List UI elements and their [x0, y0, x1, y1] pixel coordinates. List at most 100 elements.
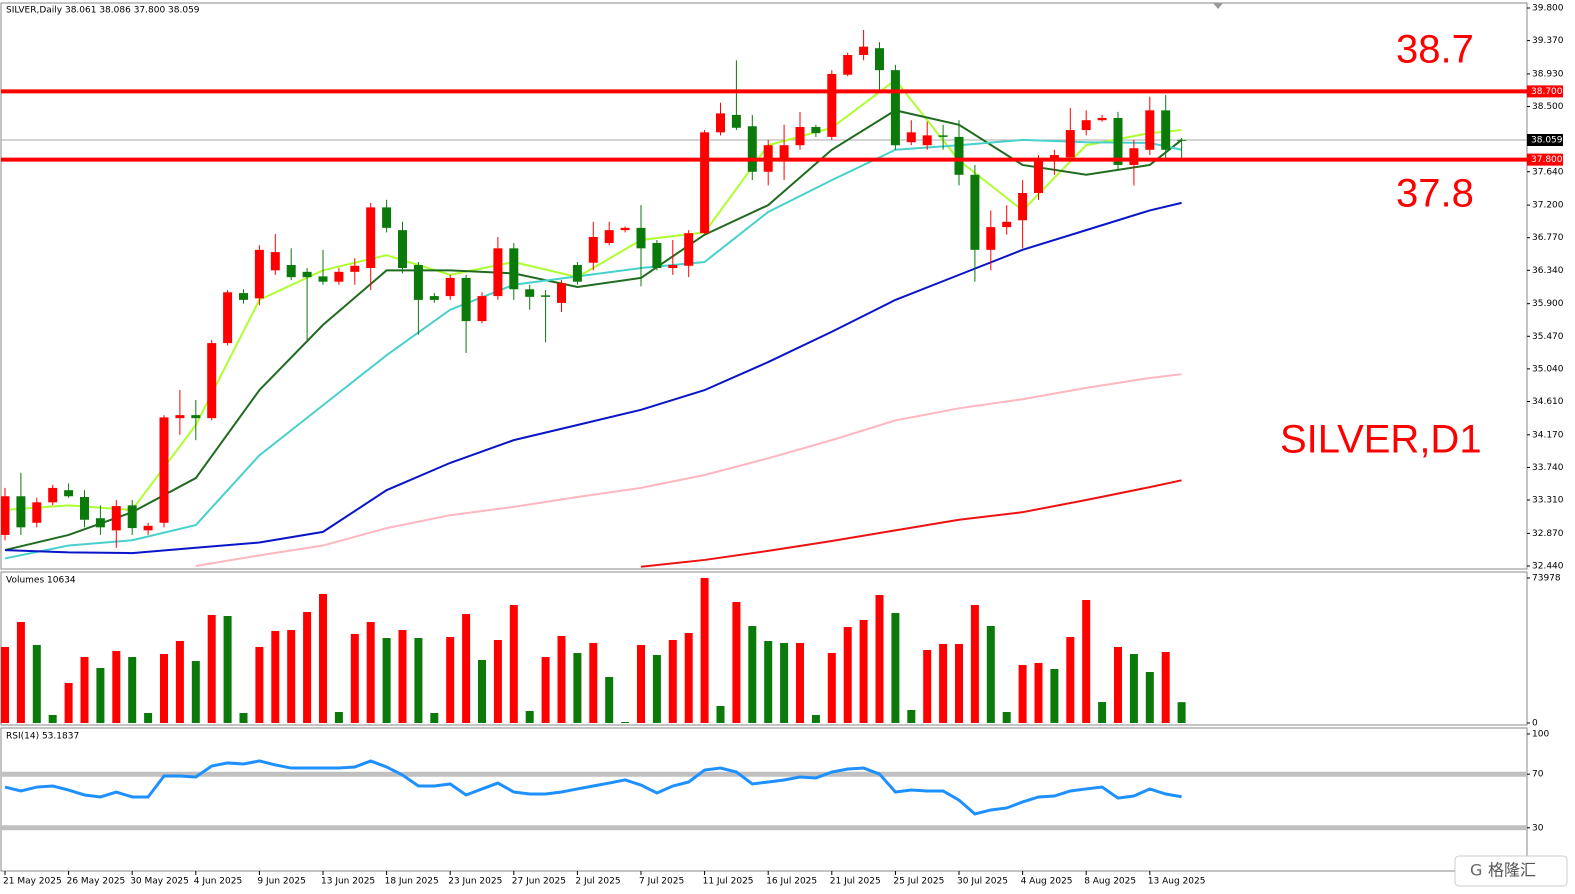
candle-body — [906, 132, 916, 143]
candle-body — [843, 55, 853, 75]
volume-bar — [700, 578, 709, 723]
volume-bar — [780, 642, 789, 723]
y-tick-label: 35.040 — [1532, 364, 1564, 374]
level-label-bg — [1527, 85, 1563, 98]
volume-bar — [891, 612, 900, 723]
volume-bar — [493, 639, 502, 723]
candle-body — [350, 265, 360, 272]
line — [640, 479, 1182, 568]
volume-bar — [287, 629, 296, 723]
volume-bar — [398, 629, 407, 723]
candle-body — [954, 136, 964, 175]
candle-body — [1145, 110, 1155, 150]
candle-body — [986, 227, 996, 250]
candle-body — [461, 277, 471, 322]
candle-body — [366, 207, 376, 269]
y-tick-label: 37.200 — [1532, 201, 1564, 211]
y-tick-label: 0 — [1532, 719, 1538, 729]
volume-bar — [1114, 646, 1122, 723]
candle-body — [509, 248, 519, 290]
volume-bar — [923, 649, 932, 723]
candle-body — [429, 296, 439, 300]
x-tick-label: 21 Jul 2025 — [830, 877, 881, 887]
x-tick-label: 18 Jun 2025 — [385, 877, 439, 887]
candle-body — [64, 490, 74, 497]
watermark-box — [1454, 855, 1568, 887]
candle-body — [827, 73, 837, 137]
volume-bar — [621, 722, 630, 723]
volume-bar — [541, 656, 550, 723]
candle-body — [652, 243, 662, 269]
x-tick-label: 7 Jul 2025 — [639, 877, 684, 887]
volume-bar — [350, 633, 359, 723]
candle-body — [223, 292, 233, 344]
candle-body — [1002, 221, 1012, 228]
candle-body — [270, 252, 280, 271]
volume-bar — [716, 706, 725, 723]
candle-body — [143, 525, 153, 531]
candle-body — [175, 415, 185, 419]
volume-bar — [334, 712, 343, 723]
candle-body — [398, 230, 407, 269]
x-tick-label: 27 Jun 2025 — [512, 877, 566, 887]
y-tick-label: 34.170 — [1532, 430, 1564, 440]
candle-body — [716, 113, 725, 133]
line — [195, 373, 1182, 567]
volume-bar — [207, 614, 216, 723]
volume-bar — [589, 642, 598, 723]
volume-bar — [652, 654, 661, 723]
watermark-icon: G — [1470, 861, 1482, 880]
candle-body — [318, 276, 328, 282]
volume-bar — [827, 652, 836, 723]
candle-body — [604, 230, 614, 244]
volume-bar — [732, 601, 741, 723]
x-tick-label: 21 May 2025 — [3, 877, 62, 887]
candle-body — [445, 277, 455, 297]
y-tick-label: 37.640 — [1532, 167, 1564, 177]
candle-body — [382, 207, 392, 228]
line — [4, 109, 1183, 552]
candle-body — [48, 487, 58, 503]
volume-bar — [223, 615, 232, 723]
candle-body — [16, 496, 26, 528]
volume-bar — [955, 643, 963, 723]
candle-body — [413, 265, 423, 300]
volume-bar — [414, 637, 423, 723]
candle-body — [668, 265, 678, 269]
volume-bar — [1129, 653, 1138, 723]
shift-marker — [1213, 3, 1223, 9]
volume-bar — [939, 643, 948, 723]
y-tick-label: 38.500 — [1532, 102, 1564, 112]
x-tick-label: 11 Jul 2025 — [703, 877, 754, 887]
volume-bar — [160, 653, 168, 723]
candle-body — [1113, 117, 1123, 165]
volume-bar — [239, 712, 248, 723]
volume-bar — [32, 644, 41, 723]
y-tick-label: 38.930 — [1532, 69, 1564, 79]
volume-bar — [319, 593, 327, 723]
candle-body — [970, 174, 980, 250]
candle-body — [731, 114, 741, 128]
watermark: 格隆汇 — [1488, 861, 1536, 880]
volume-bar — [48, 714, 57, 723]
volume-bar — [64, 682, 73, 723]
candle-body — [1, 496, 10, 535]
level-label: 37.800 — [1531, 155, 1563, 165]
volume-bar — [1161, 651, 1170, 723]
candle-body — [254, 249, 264, 299]
candle-body — [1161, 110, 1171, 150]
volume-bar — [573, 652, 582, 723]
volume-bar — [1145, 671, 1154, 723]
x-tick-label: 9 Jun 2025 — [257, 877, 305, 887]
volume-bar — [1, 646, 9, 723]
candle-body — [302, 271, 312, 278]
volume-bar — [605, 676, 614, 723]
volume-bar — [430, 712, 439, 723]
candle-body — [541, 295, 551, 297]
y-tick-label: 36.340 — [1532, 266, 1564, 276]
candle-body — [922, 135, 932, 146]
candle-body — [588, 236, 598, 263]
x-tick-label: 13 Aug 2025 — [1148, 877, 1206, 887]
candle-body — [1034, 160, 1043, 193]
